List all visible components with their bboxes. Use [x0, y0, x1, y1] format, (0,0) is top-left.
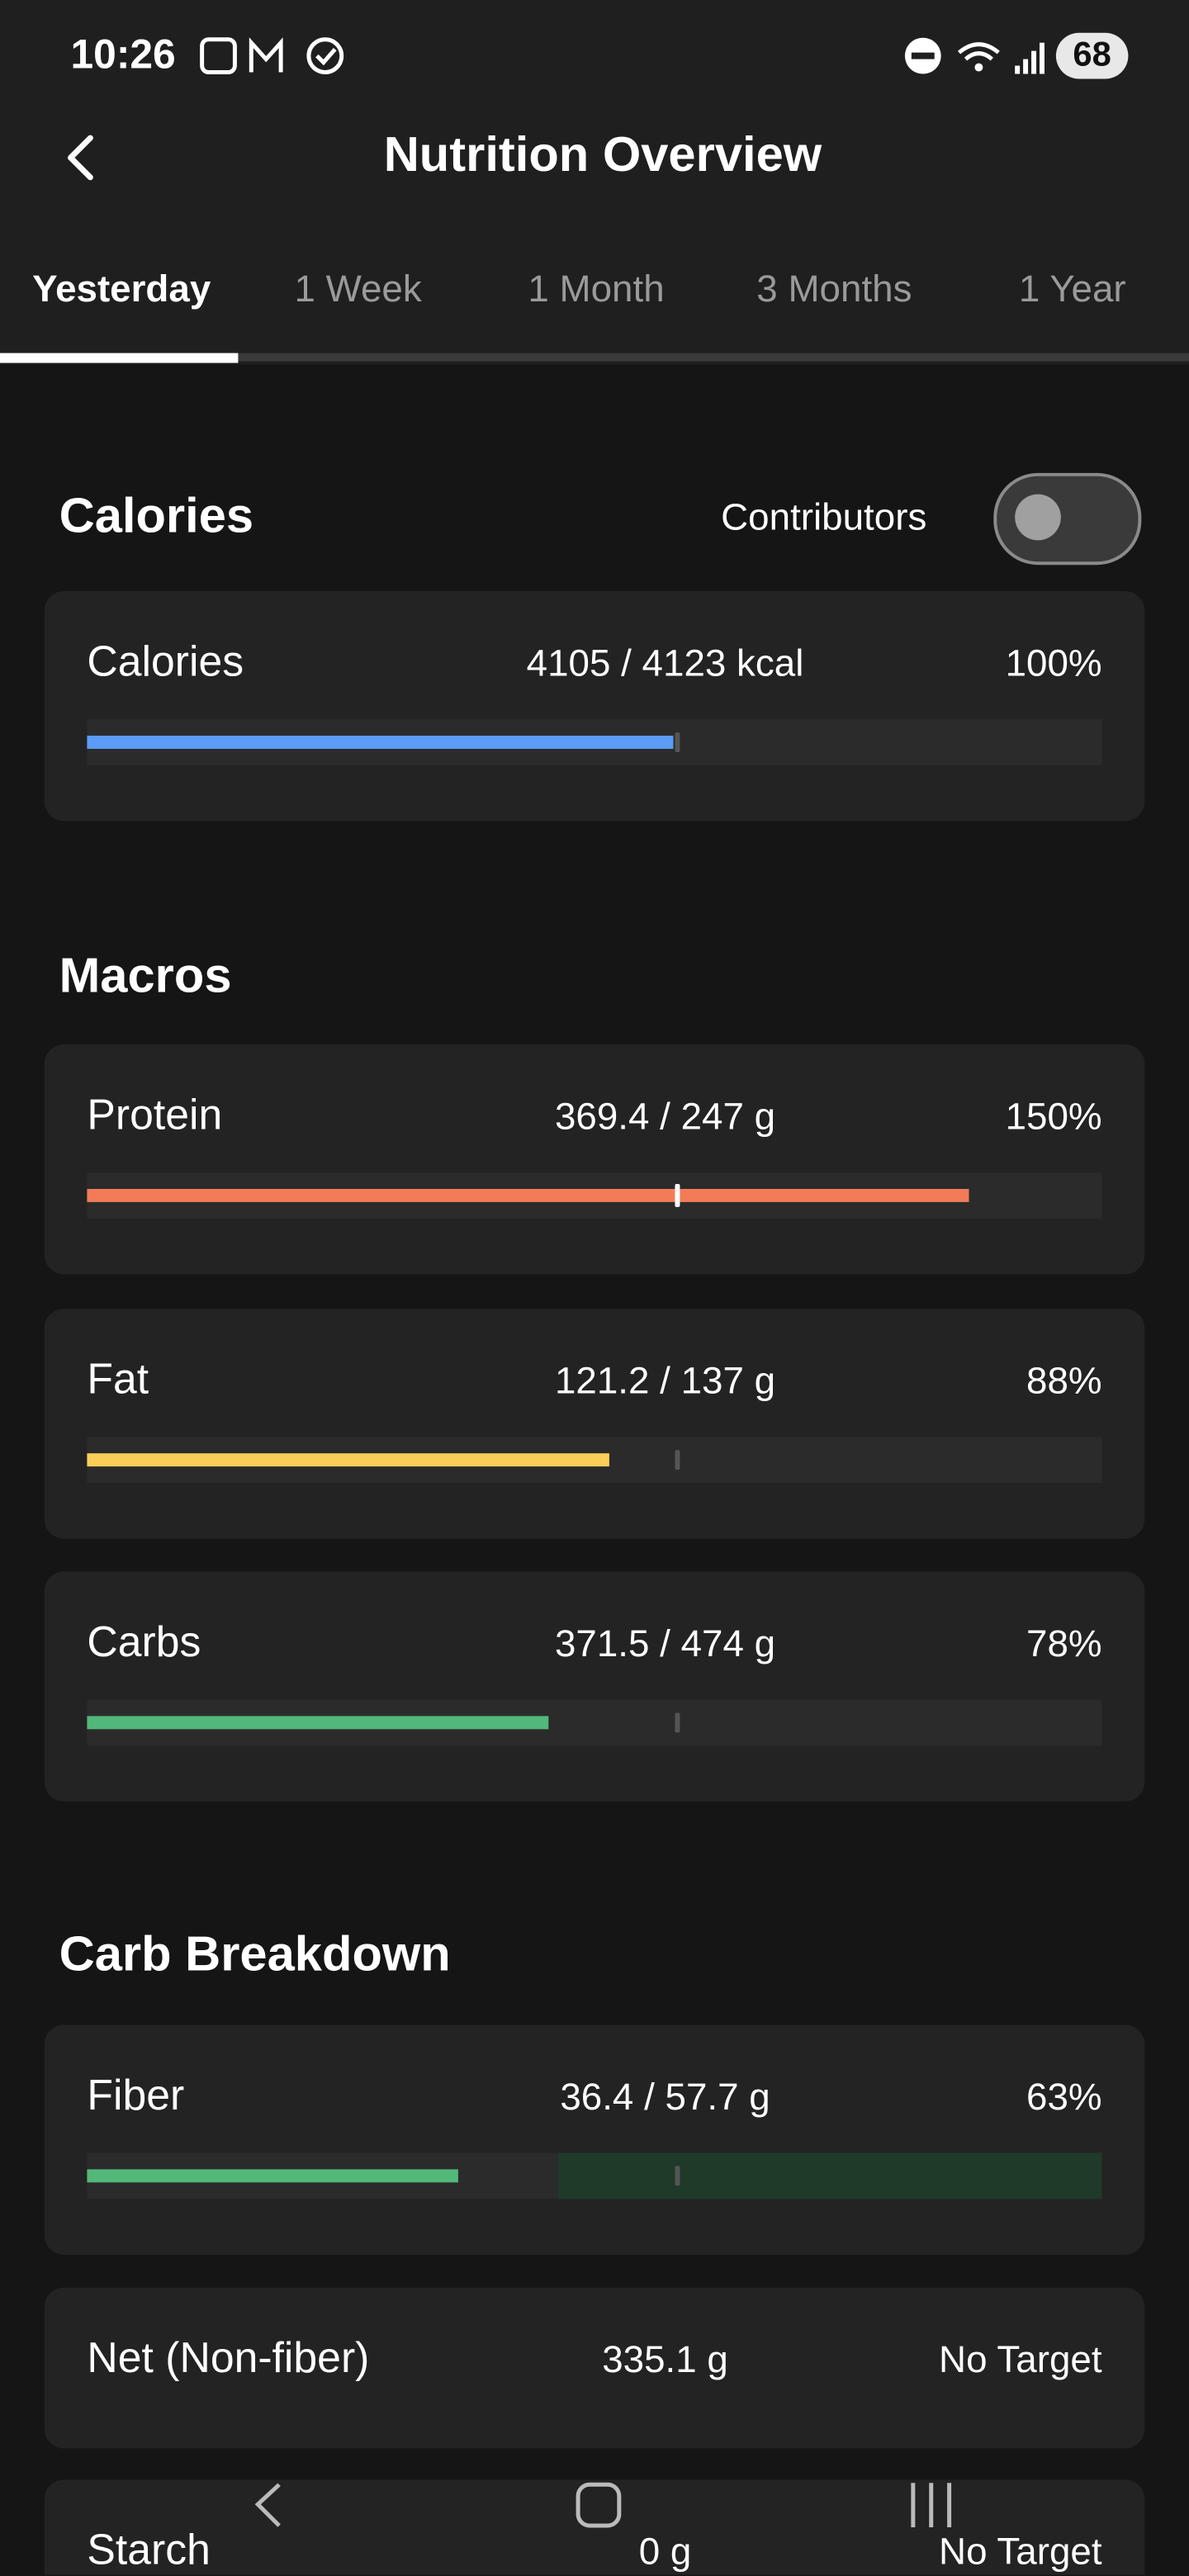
nutrient-name: Carbs [87, 1617, 201, 1666]
nutrient-percent: 78% [1026, 1622, 1102, 1664]
nutrient-card: Fiber 36.4 / 57.7 g 63% [44, 2024, 1145, 2255]
nutrient-percent: 63% [1026, 2075, 1102, 2118]
progress-fill [87, 736, 675, 749]
progress-fill [87, 1716, 550, 1730]
nutrient-card: Fat 121.2 / 137 g 88% [44, 1309, 1145, 1539]
nutrient-card: Net (Non-fiber) 335.1 g No Target [44, 2287, 1145, 2449]
nutrient-percent: 150% [1005, 1094, 1102, 1138]
toggle-knob [1015, 494, 1061, 541]
nutrient-amount: 36.4 / 57.7 g [560, 2075, 770, 2118]
nutrient-percent: No Target [939, 2529, 1102, 2573]
target-marker [675, 1184, 680, 1207]
nutrient-amount: 0 g [638, 2529, 692, 2573]
progress-fill [87, 1188, 969, 1202]
battery-level: 68 [1073, 36, 1111, 74]
toggle-label: Contributors [721, 495, 927, 538]
status-icons [200, 37, 344, 74]
nutrient-card: Carbs 371.5 / 474 g 78% [44, 1571, 1145, 1802]
page-title: Nutrition Overview [383, 128, 822, 182]
progress-fill [87, 1453, 609, 1467]
tab[interactable]: 1 Week [294, 267, 422, 310]
section-title: Macros [59, 949, 232, 1004]
target-range [558, 2152, 1102, 2200]
nutrient-percent: 100% [1005, 641, 1102, 684]
tab-indicator [0, 353, 239, 363]
progress-track [87, 1172, 1102, 1219]
nutrient-percent: 88% [1026, 1358, 1102, 1402]
nutrient-amount: 4105 / 4123 kcal [526, 641, 804, 684]
progress-fill [87, 2169, 459, 2183]
nutrient-name: Net (Non-fiber) [87, 2332, 370, 2382]
tab[interactable]: 1 Year [1018, 267, 1126, 310]
section-title: Calories [59, 489, 254, 544]
tab-track [0, 353, 1189, 362]
navigation-bar [254, 2482, 952, 2528]
nutrient-name: Protein [87, 1089, 223, 1139]
nutrient-amount: 335.1 g [602, 2337, 728, 2380]
back-button[interactable] [59, 131, 109, 184]
target-marker [675, 2166, 680, 2186]
nutrient-name: Fat [87, 1353, 149, 1404]
tab[interactable]: 1 Month [528, 267, 665, 310]
target-marker [675, 1712, 680, 1733]
nutrient-name: Starch [87, 2525, 211, 2574]
nutrient-card: Calories 4105 / 4123 kcal 100% [44, 591, 1145, 822]
nutrient-card: Protein 369.4 / 247 g 150% [44, 1044, 1145, 1275]
nutrient-name: Fiber [87, 2070, 185, 2119]
battery [1055, 32, 1129, 79]
status-time: 10:26 [70, 31, 176, 78]
tab[interactable]: Yesterday [32, 267, 211, 310]
nutrient-name: Calories [87, 636, 244, 686]
progress-track [87, 1699, 1102, 1746]
target-marker [675, 1450, 680, 1470]
nutrient-amount: 371.5 / 474 g [554, 1622, 776, 1664]
tab[interactable]: 3 Months [756, 267, 912, 310]
progress-track [87, 719, 1102, 765]
nutrient-percent: No Target [939, 2337, 1102, 2380]
target-marker [675, 732, 680, 752]
status-right-icons [904, 37, 1045, 74]
section-title: Carb Breakdown [59, 1928, 451, 1982]
nutrient-amount: 121.2 / 137 g [554, 1358, 776, 1402]
progress-track [87, 1437, 1102, 1484]
progress-track [87, 2152, 1102, 2200]
top-bar-background [0, 0, 1189, 365]
nutrient-amount: 369.4 / 247 g [554, 1094, 776, 1138]
